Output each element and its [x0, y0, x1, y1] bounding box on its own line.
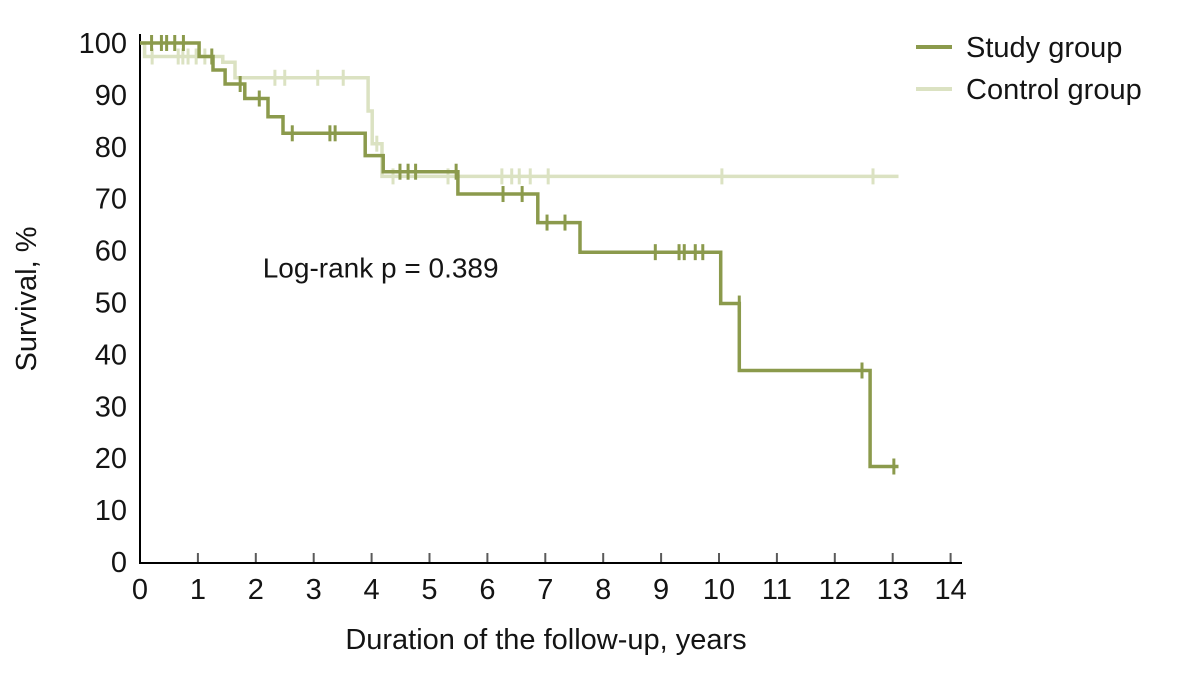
x-tick-label: 0 — [132, 574, 148, 606]
x-tick-label: 9 — [653, 574, 669, 606]
y-tick-label: 80 — [95, 132, 127, 164]
x-tick-label: 11 — [762, 574, 792, 606]
x-tick-label: 14 — [934, 574, 966, 606]
y-tick-label: 70 — [95, 184, 127, 216]
y-axis-title: Survival, % — [11, 226, 43, 371]
x-tick-label: 3 — [306, 574, 322, 606]
legend-label-study-group: Study group — [966, 32, 1122, 64]
y-tick-label: 20 — [95, 443, 127, 475]
y-tick-label: 90 — [95, 80, 127, 112]
x-tick-label: 6 — [479, 574, 495, 606]
x-tick-label: 12 — [819, 574, 851, 606]
x-tick-label: 4 — [364, 574, 380, 606]
y-tick-label: 10 — [95, 495, 127, 527]
y-tick-label: 100 — [79, 28, 127, 60]
x-tick-label: 13 — [877, 574, 909, 606]
legend-label-control-group: Control group — [966, 74, 1142, 106]
log-rank-annotation: Log-rank p = 0.389 — [263, 253, 499, 284]
control-group-curve — [140, 41, 899, 179]
x-tick-label: 1 — [190, 574, 206, 606]
y-tick-label: 40 — [95, 339, 127, 371]
y-tick-label: 0 — [111, 547, 127, 579]
plot-area: 0 1 2 3 4 5 6 7 8 9 10 11 12 13 1401020304050607080901… — [79, 28, 1142, 606]
y-tick-label: 50 — [95, 288, 127, 320]
x-tick-label: 7 — [537, 574, 553, 606]
y-tick-label: 60 — [95, 236, 127, 268]
x-tick-label: 5 — [421, 574, 437, 606]
x-axis-title: Duration of the follow-up, years — [345, 624, 746, 656]
y-tick-label: 30 — [95, 391, 127, 423]
x-tick-label: 2 — [248, 574, 264, 606]
x-tick-label: 10 — [703, 574, 735, 606]
x-tick-label: 8 — [595, 574, 611, 606]
study-group-curve — [140, 41, 899, 469]
